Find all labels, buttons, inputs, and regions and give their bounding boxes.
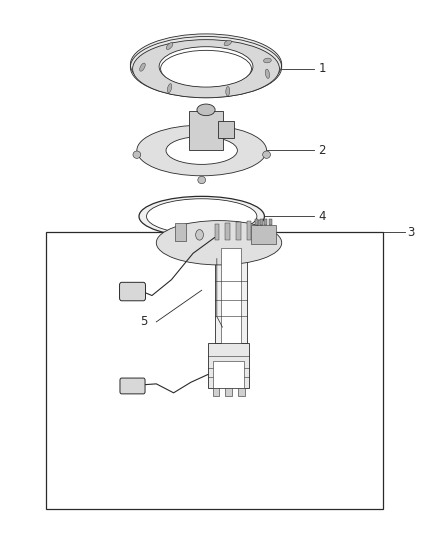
Ellipse shape	[265, 69, 269, 78]
Ellipse shape	[133, 151, 141, 158]
Bar	[46, 232, 383, 509]
Ellipse shape	[198, 176, 205, 184]
Ellipse shape	[196, 230, 203, 240]
Bar	[226, 388, 233, 396]
Ellipse shape	[167, 84, 172, 93]
Ellipse shape	[139, 196, 265, 237]
Ellipse shape	[197, 104, 215, 116]
Bar	[226, 223, 230, 240]
Ellipse shape	[263, 151, 270, 158]
Ellipse shape	[131, 34, 282, 95]
FancyBboxPatch shape	[189, 111, 223, 150]
Ellipse shape	[226, 86, 230, 96]
Bar	[212, 388, 219, 396]
Bar	[255, 219, 258, 225]
Ellipse shape	[264, 58, 271, 63]
Ellipse shape	[161, 50, 251, 87]
Bar	[238, 388, 245, 396]
Text: 1: 1	[318, 62, 326, 75]
Bar	[213, 361, 244, 388]
Ellipse shape	[224, 40, 231, 46]
Ellipse shape	[166, 43, 173, 50]
FancyBboxPatch shape	[120, 378, 145, 394]
Text: 3: 3	[407, 225, 414, 239]
Bar	[215, 248, 247, 343]
Bar	[221, 248, 240, 343]
Text: 5: 5	[140, 316, 148, 328]
Bar	[265, 219, 268, 225]
Ellipse shape	[147, 199, 257, 234]
Ellipse shape	[137, 125, 267, 176]
Ellipse shape	[198, 126, 205, 133]
Ellipse shape	[156, 221, 282, 265]
FancyBboxPatch shape	[175, 223, 186, 241]
Bar	[247, 221, 251, 240]
Text: 2: 2	[318, 144, 326, 157]
Ellipse shape	[159, 47, 253, 86]
Bar	[258, 220, 262, 240]
Ellipse shape	[133, 39, 279, 98]
Ellipse shape	[166, 136, 237, 164]
FancyBboxPatch shape	[218, 122, 234, 139]
Bar	[260, 219, 263, 225]
Bar	[208, 343, 249, 388]
FancyBboxPatch shape	[120, 282, 145, 301]
Bar	[269, 219, 272, 225]
FancyBboxPatch shape	[251, 225, 276, 244]
Bar	[236, 222, 240, 240]
Text: 4: 4	[318, 210, 326, 223]
Ellipse shape	[140, 63, 145, 71]
Bar	[215, 224, 219, 240]
